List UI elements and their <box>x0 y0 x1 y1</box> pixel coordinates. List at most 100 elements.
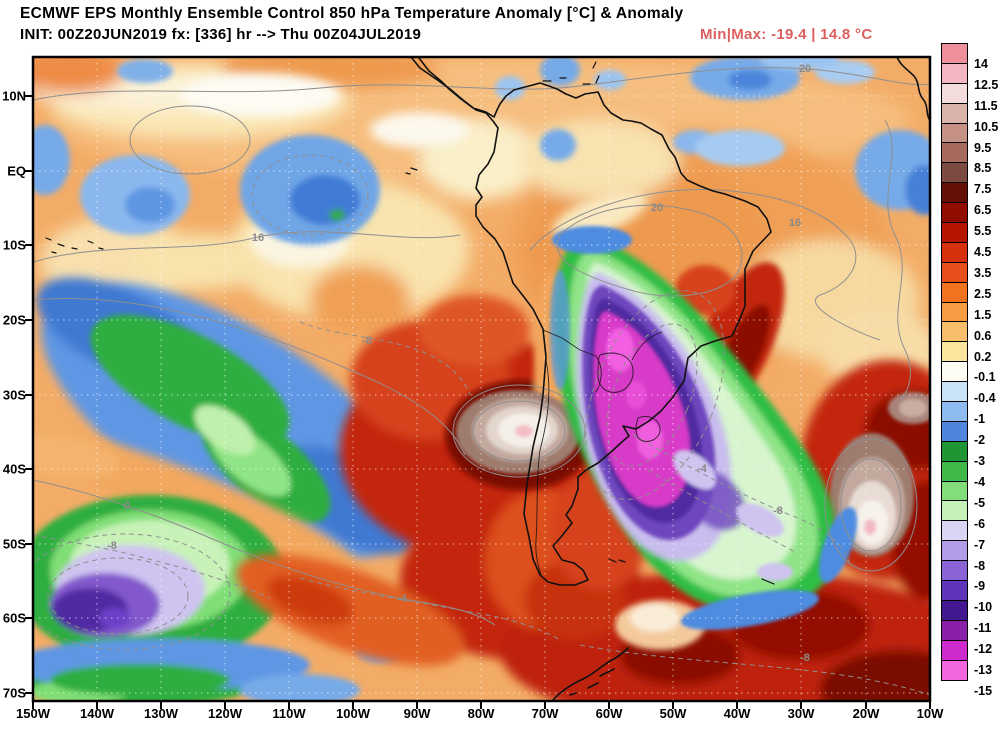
page-title: ECMWF EPS Monthly Ensemble Control 850 h… <box>20 5 684 22</box>
lat-label: 10N <box>2 88 26 104</box>
colorbar-label: 1.5 <box>974 307 992 322</box>
colorbar-box <box>941 580 968 601</box>
lat-label: 60S <box>2 610 26 626</box>
colorbar-label: -11 <box>974 621 992 636</box>
colorbar-label: -1 <box>974 412 986 427</box>
colorbar-label: 0.6 <box>974 328 992 343</box>
colorbar-box <box>941 500 968 522</box>
colorbar-label: 9.5 <box>974 140 992 155</box>
colorbar-label: 7.5 <box>974 182 992 197</box>
lon-label: 30W <box>787 706 815 721</box>
lon-label: 80W <box>467 706 495 721</box>
lon-label: 40W <box>723 706 751 721</box>
lat-label: 10S <box>2 237 26 253</box>
contour-label: 16 <box>789 217 801 229</box>
lon-label: 50W <box>659 706 687 721</box>
lat-label: 20S <box>2 312 26 328</box>
colorbar-label: -0.1 <box>974 370 996 385</box>
colorbar-box <box>941 202 968 224</box>
colorbar-label: -2 <box>974 433 986 448</box>
contour-label: -4 <box>697 463 708 475</box>
colorbar-label: 3.5 <box>974 265 992 280</box>
lat-label: 70S <box>2 685 26 701</box>
colorbar-label: -0.4 <box>974 391 996 406</box>
minmax-readout: Min|Max: -19.4 | 14.8 °C <box>700 26 873 43</box>
lon-label: 70W <box>531 706 559 721</box>
colorbar-label: -7 <box>974 537 986 552</box>
colorbar-box <box>941 520 968 542</box>
colorbar-box <box>941 82 968 104</box>
lon-label: 120W <box>208 706 242 721</box>
colorbar-box <box>941 43 968 64</box>
contour-label: 20 <box>651 202 663 214</box>
lat-label: 30S <box>2 387 26 403</box>
colorbar-label: 14 <box>974 56 988 71</box>
colorbar-label: 11.5 <box>974 98 998 113</box>
lon-label: 140W <box>80 706 114 721</box>
colorbar-box <box>941 659 968 681</box>
colorbar-box <box>941 460 968 482</box>
colorbar-box <box>941 162 968 184</box>
colorbar-label: 10.5 <box>974 119 999 134</box>
colorbar-box <box>941 241 968 263</box>
colorbar-box <box>941 639 968 661</box>
colorbar-box <box>941 420 968 442</box>
colorbar-box <box>941 341 968 363</box>
colorbar-label: -12 <box>974 642 993 657</box>
colorbar-box <box>941 142 968 164</box>
colorbar-box <box>941 321 968 343</box>
colorbar-box <box>941 381 968 403</box>
colorbar-label: 6.5 <box>974 203 992 218</box>
contour-labels: 20 20 16 16 0 -8 -8 -4 -4 -8 -8 <box>107 63 811 664</box>
colorbar-box <box>941 62 968 84</box>
colorbar-box <box>941 281 968 303</box>
colorbar-box <box>941 401 968 422</box>
colorbar-label: 5.5 <box>974 224 992 239</box>
colorbar-label: 2.5 <box>974 286 992 301</box>
contour-label: -8 <box>362 335 372 347</box>
contour-lines <box>33 67 930 696</box>
colorbar-box <box>941 361 968 383</box>
lon-label: 130W <box>144 706 178 721</box>
lon-label: 110W <box>272 706 306 721</box>
colorbar-box <box>941 619 968 641</box>
anomaly-field <box>33 57 930 701</box>
axis-ticks <box>25 95 931 709</box>
colorbar-box <box>941 102 968 124</box>
contour-label: -4 <box>397 593 408 605</box>
colorbar-label: -13 <box>974 663 993 677</box>
contour-label: -8 <box>107 540 117 552</box>
contour-label: 20 <box>799 63 811 75</box>
colorbar-label: -3 <box>974 454 986 468</box>
contour-label: 16 <box>252 232 264 244</box>
colorbar-box <box>941 599 968 621</box>
colorbar-box <box>941 540 968 562</box>
contour-label: 0 <box>124 500 130 512</box>
lon-label: 150W <box>16 706 50 721</box>
colorbar-label: 8.5 <box>974 161 992 176</box>
contour-label: -8 <box>800 652 810 664</box>
colorbar-label: 4.5 <box>974 245 992 259</box>
colorbar-box <box>941 301 968 323</box>
lat-label: 40S <box>2 461 26 477</box>
coastline <box>45 57 930 701</box>
contour-label: -8 <box>773 505 783 517</box>
lon-label: 20W <box>852 706 880 721</box>
colorbar-box <box>941 261 968 283</box>
lat-label: 50S <box>2 536 26 552</box>
colorbar-label: -9 <box>974 579 986 594</box>
colorbar-box <box>941 182 968 204</box>
lon-label: 90W <box>403 706 431 721</box>
lon-label: 60W <box>595 706 623 721</box>
colorbar-box <box>941 560 968 582</box>
colorbar-label: 12.5 <box>974 77 999 92</box>
colorbar-label: -10 <box>974 600 993 615</box>
colorbar-box <box>941 122 968 144</box>
colorbar-box <box>941 222 968 243</box>
colorbar-label: -6 <box>974 516 986 531</box>
lon-label: 100W <box>336 706 370 721</box>
colorbar-box <box>941 440 968 462</box>
